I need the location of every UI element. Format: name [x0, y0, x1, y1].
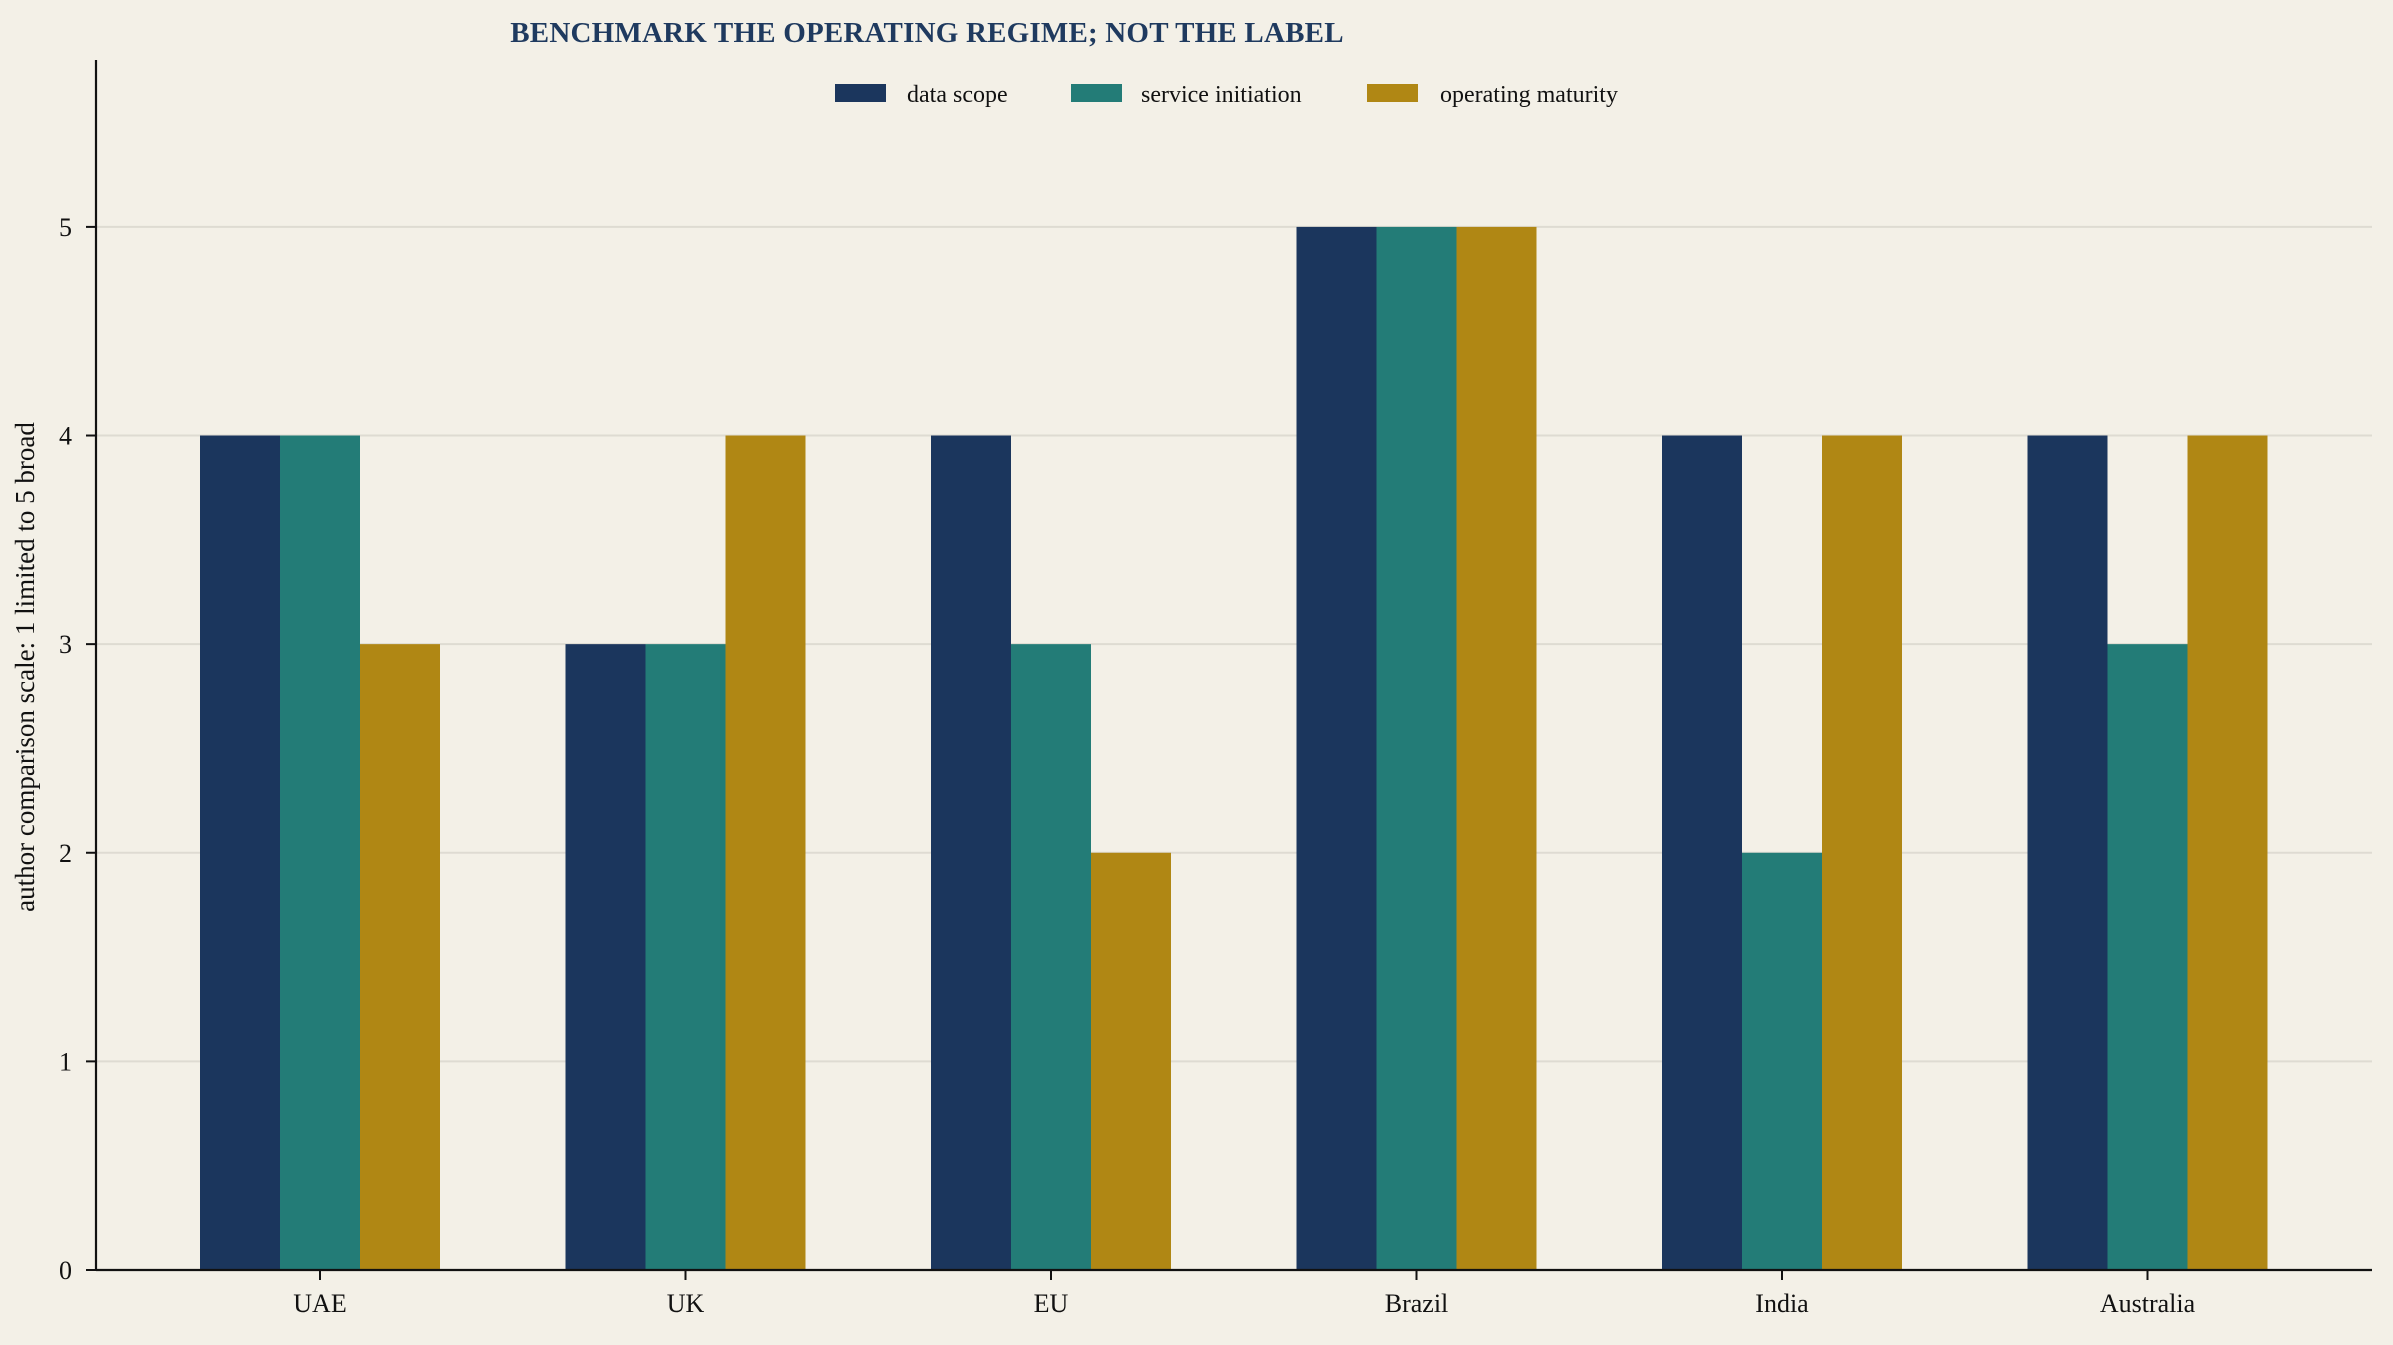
- y-axis-title: author comparison scale: 1 limited to 5 …: [10, 422, 40, 912]
- x-tick-label: Australia: [2100, 1289, 2196, 1318]
- legend-swatch-service-initiation: [1071, 84, 1122, 102]
- legend-swatch-data-scope: [835, 84, 886, 102]
- chart-title: BENCHMARK THE OPERATING REGIME; NOT THE …: [510, 17, 1344, 49]
- bar-uae-data-scope: [200, 435, 280, 1271]
- legend-swatch-operating-maturity: [1367, 84, 1418, 102]
- y-tick-label: 0: [59, 1256, 72, 1285]
- y-tick-label: 3: [59, 630, 72, 659]
- legend-label-service-initiation: service initiation: [1141, 82, 1302, 108]
- x-tick-label: UK: [667, 1289, 705, 1318]
- bar-group: [200, 226, 2268, 1271]
- gridlines: [96, 225, 2372, 1063]
- y-tick-label: 2: [59, 839, 72, 868]
- bar-brazil-operating-maturity: [1456, 226, 1537, 1271]
- bar-eu-data-scope: [931, 435, 1011, 1271]
- x-tick-label: Brazil: [1385, 1289, 1449, 1318]
- x-axis-ticks: UAE UK EU Brazil India Australia: [293, 1270, 2196, 1318]
- bar-india-service-initiation: [1742, 852, 1822, 1270]
- bar-india-operating-maturity: [1822, 435, 1902, 1271]
- bar-uae-service-initiation: [280, 435, 360, 1271]
- y-tick-label: 5: [59, 213, 72, 242]
- bar-australia-data-scope: [2027, 435, 2108, 1271]
- bar-uk-operating-maturity: [725, 435, 806, 1271]
- bar-australia-service-initiation: [2107, 644, 2188, 1270]
- bar-india-data-scope: [1662, 435, 1742, 1271]
- bar-australia-operating-maturity: [2187, 435, 2268, 1271]
- legend-label-operating-maturity: operating maturity: [1440, 82, 1618, 108]
- bar-uae-operating-maturity: [360, 644, 440, 1270]
- x-tick-label: India: [1755, 1289, 1809, 1318]
- y-tick-label: 1: [59, 1047, 72, 1076]
- y-tick-label: 4: [59, 422, 72, 451]
- legend-label-data-scope: data scope: [907, 82, 1008, 108]
- bar-brazil-service-initiation: [1376, 226, 1457, 1271]
- bar-eu-operating-maturity: [1091, 852, 1171, 1270]
- bar-uk-service-initiation: [645, 644, 726, 1270]
- x-tick-label: EU: [1034, 1289, 1069, 1318]
- bar-uk-data-scope: [565, 644, 646, 1270]
- bar-eu-service-initiation: [1011, 644, 1091, 1270]
- x-tick-label: UAE: [293, 1289, 346, 1318]
- bar-brazil-data-scope: [1296, 226, 1377, 1271]
- legend: data scope service initiation operating ma…: [835, 82, 1618, 108]
- y-axis-ticks: 0 1 2 3 4 5: [59, 213, 96, 1285]
